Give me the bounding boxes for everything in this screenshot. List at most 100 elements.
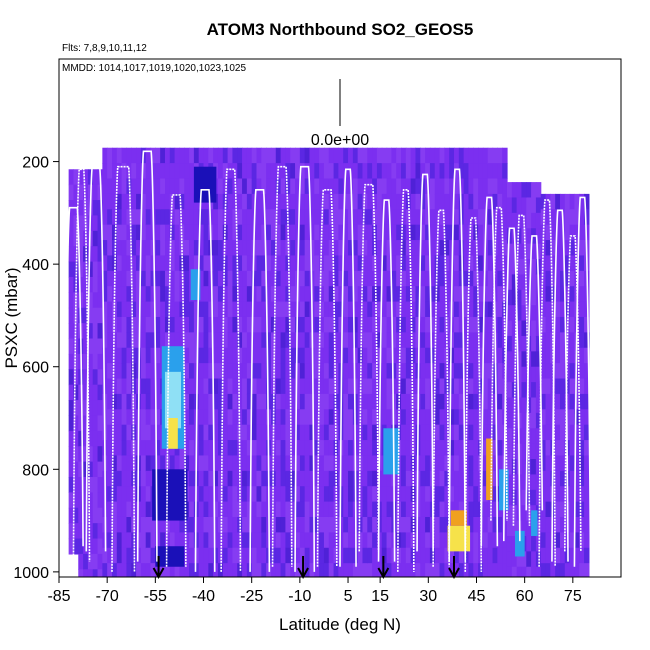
heatmap-cell bbox=[150, 424, 156, 441]
heatmap-cell bbox=[232, 393, 238, 410]
heatmap-cell bbox=[314, 363, 320, 380]
x-tick-label: -25 bbox=[240, 588, 263, 605]
heatmap-cell bbox=[391, 193, 397, 210]
heatmap-cell bbox=[155, 424, 161, 441]
heatmap-cell bbox=[478, 316, 484, 333]
heatmap-cell bbox=[299, 470, 306, 487]
heatmap-cell bbox=[559, 516, 566, 533]
heatmap-cell bbox=[482, 440, 489, 457]
heatmap-cell bbox=[189, 240, 195, 257]
heatmap-cell bbox=[256, 378, 262, 395]
heatmap-cell bbox=[343, 286, 349, 303]
heatmap-cell bbox=[83, 415, 89, 432]
heatmap-cell bbox=[555, 470, 561, 487]
heatmap-cell bbox=[468, 563, 474, 577]
heatmap-cell bbox=[232, 455, 238, 472]
heatmap-cell bbox=[357, 378, 364, 395]
heatmap-cell bbox=[478, 163, 484, 180]
heatmap-cell bbox=[444, 501, 450, 518]
heatmap-cell bbox=[164, 178, 171, 195]
heatmap-cell bbox=[497, 547, 503, 564]
heatmap-cell bbox=[237, 178, 243, 195]
heatmap-cell bbox=[309, 501, 315, 518]
heatmap-cell bbox=[376, 193, 383, 210]
heatmap-cell bbox=[251, 347, 258, 364]
heatmap-cell bbox=[401, 563, 407, 577]
heatmap-cell bbox=[434, 440, 441, 457]
heatmap-cell bbox=[169, 563, 176, 577]
heatmap-cell bbox=[449, 224, 455, 241]
heatmap-cell bbox=[386, 563, 392, 577]
heatmap-cell bbox=[256, 347, 262, 364]
heatmap-cell bbox=[256, 363, 262, 380]
heatmap-cell bbox=[381, 378, 388, 395]
heatmap-cell bbox=[569, 516, 576, 533]
heatmap-cell bbox=[372, 301, 378, 318]
heatmap-cell bbox=[102, 332, 108, 349]
heatmap-cell bbox=[415, 563, 421, 577]
heatmap-cell bbox=[425, 347, 431, 364]
heatmap-cell bbox=[304, 163, 311, 180]
heatmap-cell bbox=[290, 501, 296, 518]
heatmap-cell bbox=[295, 209, 301, 226]
heatmap-cell bbox=[140, 178, 147, 195]
heatmap-cell bbox=[121, 163, 128, 180]
heatmap-cell bbox=[246, 301, 253, 318]
heatmap-cell bbox=[246, 332, 253, 349]
heatmap-cell bbox=[275, 347, 282, 364]
heatmap-cell bbox=[203, 424, 209, 441]
heatmap-cell bbox=[545, 378, 551, 395]
heatmap-cell bbox=[362, 378, 368, 395]
heatmap-cell bbox=[140, 501, 147, 518]
heatmap-cell bbox=[256, 270, 262, 287]
heatmap-cell bbox=[87, 230, 94, 247]
heatmap-cell bbox=[169, 163, 176, 180]
heatmap-cell bbox=[338, 240, 344, 257]
heatmap-cell bbox=[131, 255, 137, 272]
heatmap-cell bbox=[425, 470, 431, 487]
heatmap-cell bbox=[454, 424, 460, 441]
heatmap-cell bbox=[92, 169, 99, 186]
heatmap-cell bbox=[251, 393, 258, 410]
heatmap-cell bbox=[102, 270, 108, 287]
heatmap-cell bbox=[516, 351, 523, 368]
heatmap-cell bbox=[367, 224, 373, 241]
heatmap-cell bbox=[121, 209, 128, 226]
heatmap-cell bbox=[164, 224, 171, 241]
heatmap-cell bbox=[116, 486, 123, 503]
y-tick-label: 600 bbox=[22, 360, 49, 377]
heatmap-cell bbox=[299, 440, 306, 457]
heatmap-cell bbox=[487, 363, 494, 380]
heatmap-cell bbox=[266, 286, 272, 303]
y-tick-label: 400 bbox=[22, 257, 49, 274]
heatmap-cell bbox=[396, 563, 402, 577]
heatmap-cell bbox=[454, 255, 460, 272]
heatmap-cell bbox=[242, 501, 248, 518]
heatmap-cell bbox=[410, 240, 417, 257]
heatmap-feature bbox=[152, 469, 188, 521]
heatmap-cell bbox=[285, 440, 291, 457]
heatmap-cell bbox=[275, 240, 282, 257]
heatmap-cell bbox=[126, 409, 132, 426]
heatmap-cell bbox=[150, 316, 156, 333]
heatmap-cell bbox=[246, 378, 253, 395]
heatmap-cell bbox=[367, 563, 373, 577]
heatmap-cell bbox=[203, 240, 209, 257]
heatmap-cell bbox=[150, 440, 156, 457]
heatmap-cell bbox=[473, 393, 479, 410]
heatmap-cell bbox=[242, 347, 248, 364]
heatmap-cell bbox=[434, 547, 441, 564]
heatmap-cell bbox=[227, 470, 234, 487]
x-tick-label: -85 bbox=[47, 588, 70, 605]
heatmap-cell bbox=[73, 307, 79, 324]
heatmap-cell bbox=[121, 501, 128, 518]
heatmap-cell bbox=[376, 240, 383, 257]
heatmap-cell bbox=[391, 363, 397, 380]
heatmap-cell bbox=[92, 461, 99, 478]
heatmap-cell bbox=[410, 424, 417, 441]
heatmap-cell bbox=[68, 400, 75, 417]
heatmap-cell bbox=[290, 440, 296, 457]
heatmap-cell bbox=[73, 169, 79, 186]
heatmap-cell bbox=[208, 532, 214, 549]
heatmap-cell bbox=[429, 378, 436, 395]
